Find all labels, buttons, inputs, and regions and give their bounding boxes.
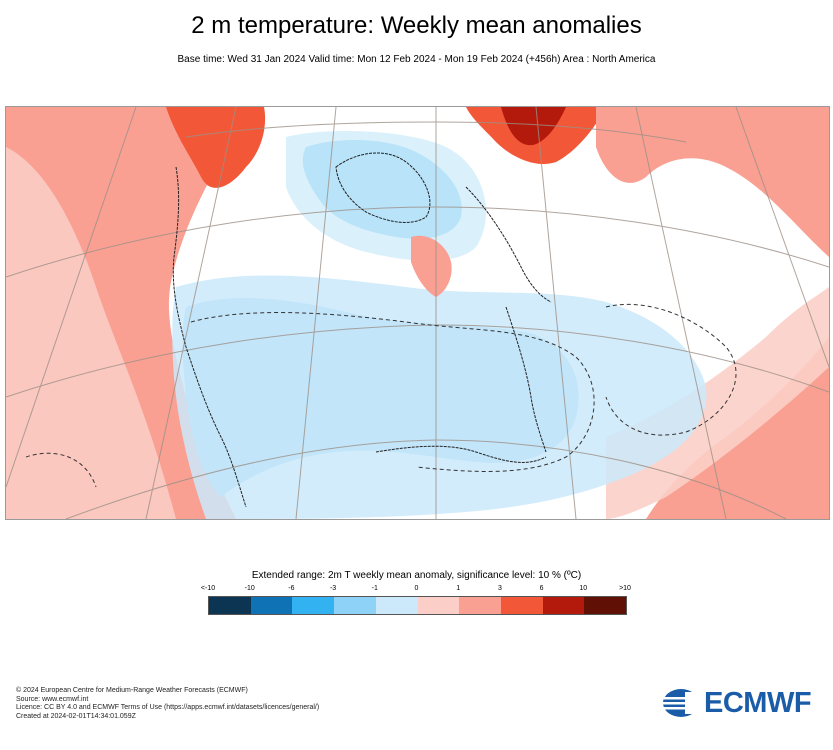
contour-usa [190, 312, 595, 472]
anomaly-map [5, 106, 830, 520]
legend-swatch [209, 597, 251, 614]
longitude-line-6 [6, 107, 137, 488]
pacific-weak-warm-region [6, 147, 176, 519]
anomaly-map-svg [6, 107, 829, 519]
footer-source: Source: www.ecmwf.int [16, 695, 89, 703]
longitude-line-5 [635, 107, 727, 519]
footer-credits: © 2024 European Centre for Medium-Range … [16, 687, 319, 721]
legend-tick: 10 [579, 585, 588, 592]
legend-tick: -10 [244, 585, 255, 592]
ecmwf-logo: ECMWF [662, 686, 812, 719]
chart-title: 2 m temperature: Weekly mean anomalies [191, 12, 642, 39]
coastlines [172, 152, 552, 508]
ecmwf-logo-text: ECMWF [704, 686, 812, 719]
legend-tick: 0 [414, 585, 419, 592]
labrador-coast [465, 186, 552, 303]
longitude-line-7 [735, 107, 829, 368]
usa-light-cold-region [172, 275, 707, 519]
legend-tick: -6 [288, 585, 295, 592]
hudson-bay-coast [335, 152, 431, 223]
longitude-line-4 [535, 107, 577, 519]
legend-tick: -3 [329, 585, 337, 592]
legend-tick: 1 [456, 585, 461, 592]
greenland-deep-warm [501, 107, 566, 146]
footer-created: Created at 2024-02-01T14:34:01.059Z [16, 712, 136, 720]
legend-swatch [542, 597, 585, 614]
legend-tick: 6 [539, 585, 544, 592]
contour-atlantic [605, 303, 737, 436]
west-coast [172, 166, 247, 508]
graticule [6, 107, 829, 519]
gulf-coast [375, 445, 547, 463]
legend-title: Extended range: 2m T weekly mean anomaly… [251, 570, 582, 581]
legend-swatch [250, 597, 293, 614]
legend-tick: 3 [497, 585, 502, 592]
great-lakes-warm [411, 235, 452, 297]
east-coast [505, 306, 547, 453]
legend-swatch [334, 597, 376, 614]
atlantic-warm-region [596, 107, 829, 257]
longitude-line-2 [295, 107, 337, 519]
legend-swatch [500, 597, 543, 614]
legend-tick: <-10 [200, 585, 216, 592]
legend-swatch [375, 597, 418, 614]
chart-subtitle: Base time: Wed 31 Jan 2024 Valid time: M… [177, 54, 656, 65]
legend-swatch [417, 597, 460, 614]
footer-copyright: © 2024 European Centre for Medium-Range … [16, 687, 248, 694]
longitude-line-3 [145, 107, 237, 519]
legend-swatch [292, 597, 335, 614]
east-atlantic-weak-warm [606, 287, 829, 519]
alaska-strong-warm [166, 107, 266, 188]
ecmwf-logo-icon [663, 689, 700, 717]
legend-tick: >10 [619, 585, 631, 592]
legend-tick: -1 [371, 585, 378, 592]
legend-ticks: <-10 -10 -6 -3 -1 0 1 3 6 10 >10 [201, 585, 631, 595]
contour-pacific [25, 452, 97, 488]
legend-swatch [459, 597, 501, 614]
footer-licence: Licence: CC BY 4.0 and ECMWF Terms of Us… [16, 704, 320, 712]
legend-colorbar [208, 596, 627, 615]
legend-swatch [584, 597, 627, 614]
significance-contours [25, 303, 737, 488]
